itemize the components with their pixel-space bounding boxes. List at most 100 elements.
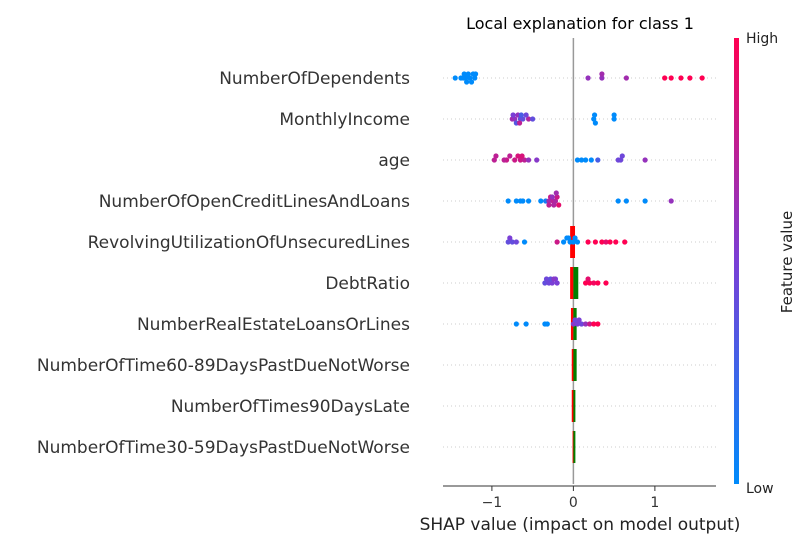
shap-point [570, 239, 576, 245]
shap-point [591, 112, 598, 118]
shap-point [518, 112, 524, 118]
shap-point [546, 202, 552, 208]
shap-point [668, 198, 674, 204]
shap-point [623, 75, 629, 81]
shap-point [587, 280, 593, 286]
shap-point [530, 116, 536, 122]
zero-bars [570, 226, 579, 463]
x-tick-label: 0 [569, 495, 578, 511]
shap-point [611, 116, 617, 122]
shap-point [565, 235, 572, 241]
shap-point [592, 120, 598, 126]
shap-point [512, 116, 518, 122]
feature-label: NumberOfOpenCreditLinesAndLoans [99, 192, 410, 212]
shap-point [507, 235, 513, 241]
shap-point [538, 198, 544, 204]
shap-point [611, 112, 617, 118]
x-tick-label: −1 [482, 495, 503, 511]
shap-point [523, 112, 529, 118]
shap-point [523, 321, 529, 327]
shap-point [551, 202, 557, 208]
shap-point [595, 321, 601, 327]
color-bar: High Low Feature value [734, 31, 796, 497]
row-guides [443, 77, 716, 448]
shap-point [551, 276, 557, 282]
shap-point [452, 75, 458, 81]
shap-point [615, 198, 621, 204]
shap-point [546, 198, 552, 204]
shap-point [493, 153, 499, 159]
shap-point [517, 120, 523, 126]
shap-point [501, 157, 507, 163]
shap-point [662, 75, 668, 81]
feature-label: NumberOfTimes90DaysLate [171, 397, 410, 417]
shap-point [556, 202, 562, 208]
feature-labels: NumberOfDependents MonthlyIncome age Number… [37, 69, 410, 458]
shap-point [553, 190, 559, 196]
shap-point [554, 280, 560, 286]
zero-bar [573, 267, 579, 299]
shap-point [465, 71, 471, 77]
shap-point [515, 153, 521, 159]
x-tick-label: 1 [650, 495, 659, 511]
shap-point [574, 321, 581, 327]
shap-point [603, 280, 609, 286]
shap-point [599, 71, 605, 77]
shap-point [618, 157, 624, 163]
feature-label: NumberOfTime60-89DaysPastDueNotWorse [37, 356, 410, 376]
shap-point [552, 198, 559, 204]
shap-point [517, 157, 524, 163]
shap-point [570, 321, 576, 327]
zero-bar [571, 349, 574, 381]
shap-point [592, 239, 598, 245]
shap-point [591, 321, 597, 327]
shap-point [521, 157, 528, 163]
shap-point [534, 157, 540, 163]
shap-point [572, 317, 578, 323]
shap-point [525, 157, 532, 163]
shap-point [512, 157, 518, 163]
feature-label: DebtRatio [325, 274, 410, 294]
shap-point [468, 79, 475, 85]
shap-point [599, 239, 605, 245]
feature-label: NumberRealEstateLoansOrLines [137, 315, 410, 335]
feature-label: MonthlyIncome [279, 110, 410, 130]
color-bar-gradient [734, 38, 739, 484]
zero-bar [571, 390, 574, 422]
shap-point [510, 112, 516, 118]
shap-point [687, 75, 693, 81]
shap-point [642, 198, 648, 204]
shap-point [521, 239, 528, 245]
shap-point [585, 75, 591, 81]
shap-point [583, 157, 589, 163]
shap-point [520, 198, 526, 204]
shap-point [544, 321, 550, 327]
shap-point [507, 153, 513, 159]
shap-point [668, 75, 674, 81]
shap-point [588, 157, 594, 163]
shap-point [595, 157, 601, 163]
color-bar-high-label: High [746, 31, 778, 47]
shap-point [513, 321, 519, 327]
shap-point [595, 280, 601, 286]
shap-point [491, 157, 497, 163]
x-axis-label: SHAP value (impact on model output) [420, 515, 741, 535]
shap-point [505, 198, 511, 204]
shap-point [549, 280, 555, 286]
shap-point [583, 321, 589, 327]
shap-point [467, 75, 473, 81]
shap-point [464, 79, 470, 85]
shap-point [583, 280, 589, 286]
shap-point [642, 157, 648, 163]
shap-point [509, 239, 515, 245]
chart-title: Local explanation for class 1 [466, 14, 694, 33]
shap-point [561, 239, 567, 245]
shap-point [578, 157, 585, 163]
feature-label: RevolvingUtilizationOfUnsecuredLines [88, 233, 411, 253]
shap-point [460, 75, 466, 81]
zero-bar [573, 349, 577, 381]
shap-point [525, 198, 532, 204]
shap-point [519, 153, 525, 159]
shap-point [472, 75, 478, 81]
